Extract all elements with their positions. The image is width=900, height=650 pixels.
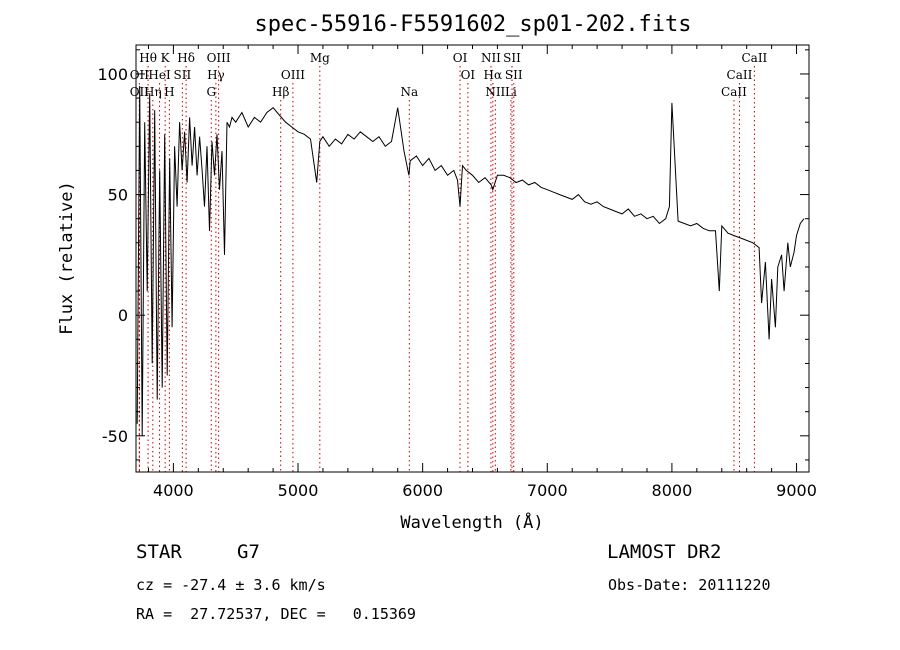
line-marker-label: NII	[485, 85, 505, 99]
redshift-velocity: cz = -27.4 ± 3.6 km/s	[136, 576, 326, 594]
spectrum-series	[136, 85, 805, 436]
y-axis-label: Flux (relative)	[57, 181, 77, 335]
line-marker-label: Hγ	[207, 68, 225, 82]
line-marker-label: OII	[130, 68, 150, 82]
line-marker-label: OI	[461, 68, 476, 82]
line-marker-label: SII	[174, 68, 192, 82]
object-subclass: G7	[237, 541, 260, 563]
object-class: STAR	[136, 541, 182, 563]
line-marker-label: Hθ	[139, 51, 157, 65]
y-tick-label: 0	[118, 306, 128, 325]
line-marker-label: SII	[505, 68, 523, 82]
chart-title: spec-55916-F5591602_sp01-202.fits	[254, 12, 691, 37]
line-marker-label: NII	[481, 51, 501, 65]
line-marker-label: Hδ	[177, 51, 195, 65]
line-marker-label: Hη	[144, 85, 162, 99]
x-axis: 4000 5000 6000 7000 8000 9000	[147, 45, 817, 500]
line-marker-label: Mg	[310, 51, 330, 65]
line-marker-label: CaII	[727, 68, 753, 82]
y-tick-label: 50	[108, 186, 128, 205]
y-tick-label: -50	[102, 427, 128, 446]
line-marker-label: Li	[505, 85, 517, 99]
y-axis: -50 0 50 100	[97, 49, 809, 461]
line-marker-label: OI	[453, 51, 468, 65]
line-marker-label: HeI	[148, 68, 171, 82]
line-marker-label: K	[161, 51, 171, 65]
x-tick-label: 8000	[652, 481, 693, 500]
line-marker-label: OIII	[281, 68, 305, 82]
line-marker-label: H	[164, 85, 174, 99]
x-tick-label: 4000	[153, 481, 194, 500]
line-marker-label: Na	[400, 85, 418, 99]
line-marker-label: CaII	[721, 85, 747, 99]
x-axis-label: Wavelength (Å)	[400, 511, 543, 533]
survey-name: LAMOST DR2	[607, 541, 722, 563]
line-marker-label: SII	[503, 51, 521, 65]
coordinates: RA = 27.72537, DEC = 0.15369	[136, 605, 416, 623]
spectrum-line	[136, 85, 805, 436]
x-tick-label: 5000	[278, 481, 319, 500]
x-tick-label: 6000	[402, 481, 443, 500]
line-marker-label: G	[206, 85, 216, 99]
line-marker-label: OIII	[207, 51, 231, 65]
x-tick-label: 7000	[527, 481, 568, 500]
observation-date: Obs-Date: 20111220	[608, 576, 771, 594]
line-marker-label: Hα	[484, 68, 503, 82]
x-tick-label: 9000	[776, 481, 817, 500]
plot-frame	[135, 44, 810, 473]
y-tick-label: 100	[97, 65, 128, 84]
line-marker-label: Hβ	[272, 85, 289, 99]
line-marker-label: CaII	[741, 51, 767, 65]
